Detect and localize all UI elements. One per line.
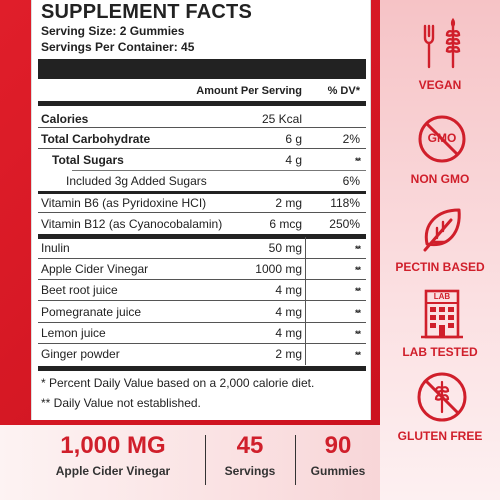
row-name-total-carbohydrate: Total Carbohydrate — [41, 132, 151, 146]
row-name-apple-cider-vinegar: Apple Cider Vinegar — [41, 262, 149, 276]
stat-divider — [295, 435, 296, 485]
panel-title: SUPPLEMENT FACTS — [41, 1, 252, 23]
row-amount-vitamin-b12: 6 mcg — [269, 217, 302, 231]
row-amount-apple-cider-vinegar: 1000 mg — [255, 262, 302, 276]
row-amount-pomegranate-juice: 4 mg — [275, 305, 302, 319]
row-amount-total-sugars: 4 g — [285, 153, 302, 167]
badge-column-background — [380, 0, 500, 500]
row-dv-pomegranate-juice: ** — [354, 308, 361, 318]
row-divider — [38, 279, 366, 280]
badge-lab-tested-label: LAB TESTED — [402, 345, 478, 359]
row-name-vitamin-b12: Vitamin B12 (as Cyanocobalamin) — [41, 217, 223, 231]
row-dv-added-sugars: 6% — [342, 174, 360, 188]
row-divider — [38, 300, 366, 301]
fork-wheat-icon — [413, 16, 471, 74]
row-divider — [38, 258, 366, 259]
row-dv-total-sugars: ** — [354, 156, 361, 166]
medium-divider — [38, 101, 366, 106]
row-dv-vitamin-b6: 118% — [330, 196, 360, 210]
row-name-vitamin-b6: Vitamin B6 (as Pyridoxine HCI) — [41, 196, 207, 210]
row-divider — [38, 148, 366, 149]
stat-acv-value: 1,000 MG — [60, 432, 166, 459]
row-divider — [72, 170, 366, 171]
row-name-lemon-juice: Lemon juice — [41, 326, 106, 340]
row-name-inulin: Inulin — [41, 241, 70, 255]
row-dv-vitamin-b12: 250% — [329, 217, 360, 231]
row-name-beet-root-juice: Beet root juice — [41, 283, 118, 297]
row-dv-apple-cider-vinegar: ** — [354, 265, 361, 275]
row-divider — [38, 191, 366, 194]
gluten-free-icon — [413, 368, 471, 426]
row-dv-ginger-powder: ** — [354, 350, 361, 360]
stat-divider — [205, 435, 206, 485]
stats-background — [0, 425, 380, 500]
row-name-total-sugars: Total Sugars — [52, 153, 124, 167]
bottom-divider — [38, 366, 366, 371]
row-dv-inulin: ** — [354, 244, 361, 254]
gmo-icon-text: GMO — [427, 131, 457, 145]
row-amount-beet-root-juice: 4 mg — [275, 283, 302, 297]
lab-building-icon — [413, 285, 471, 343]
footnote-not-established: ** Daily Value not established. — [41, 396, 201, 410]
stat-servings-value: 45 — [236, 432, 264, 459]
row-amount-inulin: 50 mg — [268, 241, 302, 255]
footnote-dv: * Percent Daily Value based on a 2,000 c… — [41, 376, 315, 390]
serving-size: Serving Size: 2 Gummies — [41, 24, 185, 38]
row-amount-lemon-juice: 4 mg — [275, 326, 302, 340]
column-divider — [305, 237, 306, 365]
row-divider — [38, 127, 366, 128]
row-name-ginger-powder: Ginger powder — [41, 347, 120, 361]
row-amount-vitamin-b6: 2 mg — [275, 196, 302, 210]
row-amount-calories: 25 Kcal — [261, 112, 302, 126]
lab-icon-text: LAB — [433, 292, 451, 301]
header-amount: Amount Per Serving — [196, 85, 302, 97]
header-dv: % DV* — [327, 85, 360, 97]
row-dv-lemon-juice: ** — [354, 329, 361, 339]
supplement-facts-panel: SUPPLEMENT FACTS Serving Size: 2 Gummies… — [31, 0, 371, 420]
badge-gluten-free-label: GLUTEN FREE — [397, 429, 483, 443]
non-gmo-icon — [413, 110, 471, 168]
stat-acv-label: Apple Cider Vinegar — [55, 464, 171, 478]
row-dv-beet-root-juice: ** — [354, 286, 361, 296]
stat-gummies-label: Gummies — [310, 464, 366, 478]
row-name-added-sugars: Included 3g Added Sugars — [66, 174, 207, 188]
leaf-icon — [413, 200, 471, 258]
row-divider — [38, 212, 366, 213]
row-divider — [38, 234, 366, 239]
row-amount-ginger-powder: 2 mg — [275, 347, 302, 361]
badge-vegan-label: VEGAN — [418, 78, 462, 92]
badge-non-gmo-label: NON GMO — [410, 172, 470, 186]
stat-servings-label: Servings — [224, 464, 276, 478]
servings-per-container: Servings Per Container: 45 — [41, 40, 195, 54]
badge-pectin-based-label: PECTIN BASED — [395, 260, 485, 274]
thick-divider — [38, 59, 366, 79]
row-dv-total-carbohydrate: 2% — [342, 132, 360, 146]
row-name-pomegranate-juice: Pomegranate juice — [41, 305, 142, 319]
row-divider — [38, 322, 366, 323]
row-divider — [38, 343, 366, 344]
stat-gummies-value: 90 — [324, 432, 352, 459]
row-name-calories: Calories — [41, 112, 89, 126]
row-amount-total-carbohydrate: 6 g — [285, 132, 302, 146]
